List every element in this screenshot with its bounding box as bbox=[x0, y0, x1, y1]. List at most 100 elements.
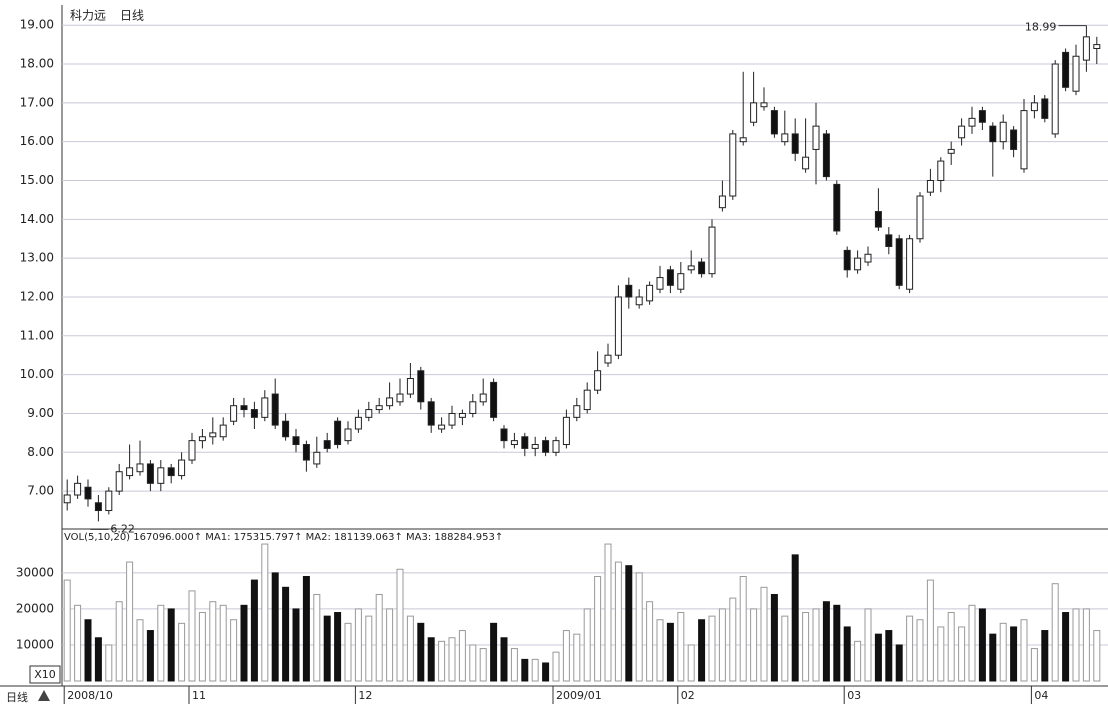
volume-bar bbox=[874, 633, 882, 682]
volume-bar bbox=[854, 640, 862, 682]
candle-body bbox=[812, 125, 820, 150]
x-tick-label: 03 bbox=[847, 689, 861, 702]
y-tick-label: 19.00 bbox=[20, 18, 54, 32]
volume-bar bbox=[833, 604, 841, 682]
volume-bar bbox=[843, 626, 851, 682]
candle-body bbox=[323, 440, 331, 449]
volume-bar bbox=[105, 644, 113, 682]
y-tick-label: 14.00 bbox=[20, 212, 54, 226]
candle-body bbox=[479, 393, 487, 403]
volume-bar bbox=[302, 575, 310, 682]
candle-body bbox=[1072, 55, 1080, 92]
volume-unit: X10 bbox=[34, 668, 56, 681]
candle-body bbox=[770, 110, 778, 135]
volume-bar bbox=[396, 568, 404, 682]
volume-bar bbox=[978, 608, 986, 682]
volume-bar bbox=[240, 604, 248, 682]
period: 日线 bbox=[120, 9, 144, 23]
volume-bar bbox=[469, 644, 477, 682]
candle-body bbox=[292, 436, 300, 446]
candle-body bbox=[666, 269, 674, 286]
volume-bar bbox=[573, 633, 581, 682]
volume-tick-label: 20000 bbox=[16, 601, 54, 615]
volume-bar bbox=[1030, 648, 1038, 682]
volume-bar bbox=[687, 644, 695, 682]
volume-bar bbox=[344, 622, 352, 682]
volume-bar bbox=[157, 604, 165, 682]
volume-bar bbox=[188, 590, 196, 682]
candle-body bbox=[427, 401, 435, 426]
y-tick-label: 12.00 bbox=[20, 289, 54, 303]
volume-bar bbox=[906, 615, 914, 682]
candle-body bbox=[521, 436, 529, 449]
y-tick-label: 8.00 bbox=[27, 445, 54, 459]
candle-body bbox=[885, 234, 893, 248]
volume-bar bbox=[178, 622, 186, 682]
stock-name: 科力远 bbox=[70, 9, 106, 23]
candle-body bbox=[250, 409, 258, 418]
candle-body bbox=[230, 405, 238, 422]
candle-body bbox=[167, 467, 175, 477]
volume-bar bbox=[718, 608, 726, 682]
volume-bar bbox=[146, 630, 154, 682]
volume-bar bbox=[958, 626, 966, 682]
y-tick-label: 15.00 bbox=[20, 173, 54, 187]
volume-bar bbox=[448, 637, 456, 682]
candle-body bbox=[354, 416, 362, 430]
volume-bar bbox=[708, 615, 716, 682]
candle-body bbox=[1062, 51, 1070, 88]
candle-body bbox=[926, 179, 934, 193]
candle-body bbox=[687, 265, 695, 271]
volume-bar bbox=[1010, 626, 1018, 682]
volume-bar bbox=[230, 619, 238, 682]
volume-bar bbox=[885, 630, 893, 682]
volume-bar bbox=[209, 601, 217, 682]
volume-bar bbox=[1062, 612, 1070, 682]
candle-body bbox=[448, 412, 456, 426]
x-tick-label: 12 bbox=[358, 689, 372, 702]
volume-bar bbox=[562, 630, 570, 682]
y-tick-label: 13.00 bbox=[20, 251, 54, 265]
volume-bar bbox=[812, 608, 820, 682]
candle-body bbox=[614, 296, 622, 356]
volume-bar bbox=[947, 612, 955, 682]
volume-bar bbox=[250, 579, 258, 682]
volume-bar bbox=[84, 619, 92, 682]
candle-body bbox=[562, 416, 570, 446]
volume-bar bbox=[323, 615, 331, 682]
volume-bar bbox=[729, 597, 737, 682]
candle-body bbox=[490, 381, 498, 418]
candle-body bbox=[500, 428, 508, 442]
bottom-label: 日线 bbox=[6, 690, 28, 704]
volume-bar bbox=[406, 615, 414, 682]
volume-bar bbox=[646, 601, 654, 682]
volume-bar bbox=[521, 658, 529, 682]
volume-bar bbox=[490, 622, 498, 682]
candle-body bbox=[999, 121, 1007, 143]
candle-body bbox=[906, 238, 914, 290]
volume-bar bbox=[895, 644, 903, 682]
volume-bar bbox=[500, 637, 508, 682]
volume-bar bbox=[750, 608, 758, 682]
volume-bar bbox=[1020, 619, 1028, 682]
candle-body bbox=[822, 133, 830, 178]
volume-bar bbox=[583, 608, 591, 682]
candle-body bbox=[334, 420, 342, 446]
candle-body bbox=[1030, 102, 1038, 112]
candle-body bbox=[864, 253, 872, 263]
volume-bar bbox=[313, 594, 321, 682]
candle-body bbox=[126, 467, 134, 477]
candle-body bbox=[417, 370, 425, 403]
candle-body bbox=[833, 183, 841, 232]
candle-body bbox=[978, 110, 986, 123]
candle-body bbox=[209, 432, 217, 438]
candle-body bbox=[781, 133, 789, 143]
volume-bar bbox=[136, 619, 144, 682]
candle-body bbox=[989, 125, 997, 143]
candle-body bbox=[573, 405, 581, 418]
volume-bar bbox=[968, 604, 976, 682]
candle-body bbox=[84, 486, 92, 500]
volume-bar bbox=[698, 619, 706, 682]
volume-tick-label: 10000 bbox=[16, 637, 54, 651]
